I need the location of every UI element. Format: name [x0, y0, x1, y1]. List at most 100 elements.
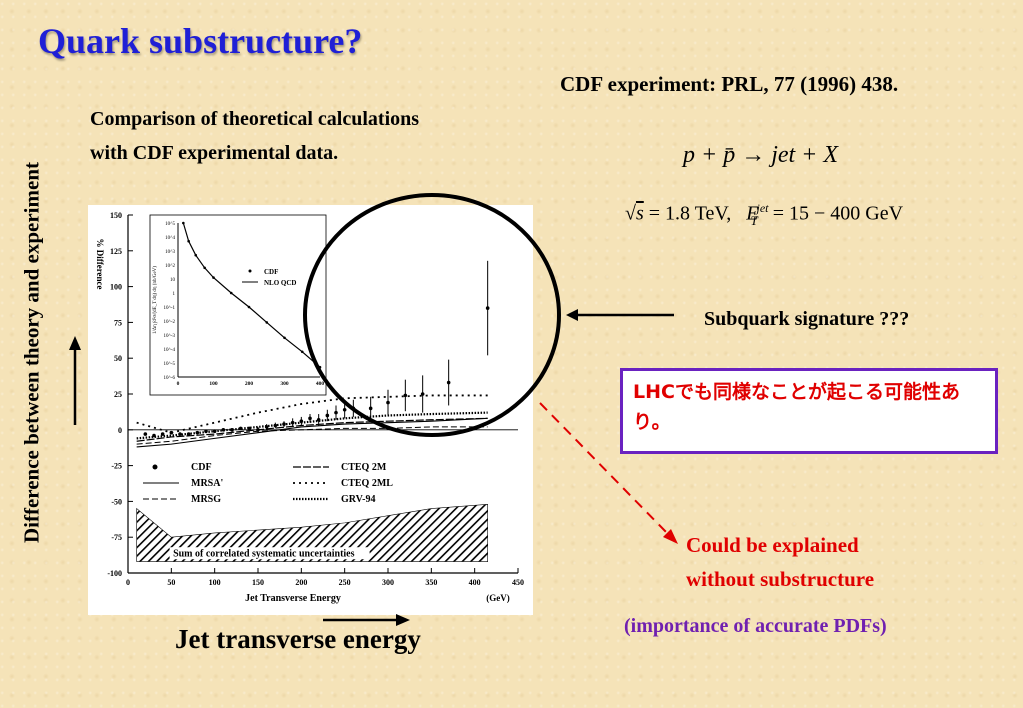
y-axis-label: % Difference [95, 238, 105, 289]
band-label: Sum of correlated systematic uncertainti… [173, 549, 355, 560]
inset-cdf-point [265, 321, 269, 324]
inset-y-tick: 10^3 [165, 250, 175, 255]
inset-x-tick: 300 [280, 381, 289, 387]
legend-label-4: CTEQ 2ML [341, 478, 393, 489]
x-axis-caption: Jet transverse energy [175, 624, 421, 654]
could-line-1: Could be explained [686, 533, 859, 557]
y-tick-label: 125 [110, 247, 122, 256]
y-tick-label: 75 [114, 318, 122, 327]
cdf-point [485, 306, 490, 310]
x-tick-label: 450 [512, 578, 524, 587]
inset-cdf-point [212, 276, 215, 279]
y-tick-label: 0 [118, 426, 122, 435]
pdf-importance-note: (importance of accurate PDFs) [624, 615, 887, 637]
legend-label-2: MRSG [191, 494, 221, 505]
energy-value: = 1.8 TeV, [648, 202, 732, 225]
x-tick-label: 250 [339, 578, 351, 587]
comparison-text: Comparison of theoretical calculations w… [90, 102, 419, 170]
et-range: = 15 − 400 GeV [772, 202, 904, 225]
inset-y-label: 1/Δη ∫d²σ/(dE_T dη) dη (nb/GeV) [152, 266, 158, 334]
y-tick-label: -50 [111, 497, 122, 506]
cdf-point [368, 406, 373, 411]
sqrt-s: s [635, 202, 644, 225]
inset-cdf-point [318, 365, 322, 369]
inset-y-tick: 10 [170, 278, 176, 283]
inset-cdf-point [247, 305, 251, 309]
legend-label-5: GRV-94 [341, 494, 375, 505]
cdf-point [143, 432, 148, 436]
cdf-point [264, 425, 269, 429]
x-tick-label: 300 [382, 578, 394, 587]
inset-y-tick: 10^4 [165, 236, 175, 241]
inset-x-tick: 100 [209, 381, 218, 387]
y-tick-label: 100 [110, 283, 122, 292]
y-axis-caption: Difference between theory and experiment [19, 162, 44, 544]
cdf-point [169, 430, 174, 435]
cdf-point [334, 410, 338, 415]
legend-label-1: MRSA' [191, 478, 223, 489]
reference-citation: CDF experiment: PRL, 77 (1996) 438. [560, 72, 899, 96]
legend-label-3: CTEQ 2M [341, 462, 387, 473]
cdf-point [446, 380, 451, 385]
legend-swatch-0 [152, 464, 158, 470]
x-tick-label: 100 [209, 578, 221, 587]
difference-chart: Sum of correlated systematic uncertainti… [88, 205, 533, 615]
cdf-point [386, 400, 390, 405]
could-be-explained: Could be explained without substructure [686, 528, 874, 596]
legend-label-0: CDF [191, 462, 212, 473]
inset-y-tick: 10^-6 [163, 376, 175, 381]
subquark-arrowhead [566, 309, 578, 321]
comparison-line-1: Comparison of theoretical calculations [90, 108, 420, 130]
y-tick-label: -100 [107, 569, 122, 578]
x-tick-label: 200 [295, 578, 307, 587]
y-tick-label: 50 [114, 354, 122, 363]
slide-title: Quark substructure? [38, 21, 363, 61]
cdf-point [160, 432, 165, 436]
cdf-point [195, 430, 200, 435]
inset-y-tick: 10^-3 [163, 334, 175, 339]
x-tick-label: 0 [126, 578, 130, 587]
reaction-equation: p + p̄ → jet + X [683, 142, 839, 168]
inset-frame [149, 214, 327, 396]
inset-legend-label-0: CDF [264, 268, 278, 276]
cdf-point [212, 429, 217, 434]
inset-cdf-point [229, 291, 233, 295]
cdf-point [403, 393, 408, 398]
inset-x-tick: 0 [177, 381, 180, 387]
sqrt-symbol: √ [625, 202, 636, 225]
y-tick-label: 150 [110, 211, 122, 220]
explain-arrowhead [663, 529, 678, 544]
inset-legend-label-1: NLO QCD [264, 279, 296, 287]
inset-cdf-point [194, 253, 198, 257]
x-unit-label: (GeV) [486, 593, 510, 603]
cdf-point [299, 419, 304, 424]
cdf-point [282, 422, 286, 426]
inset-x-tick: 400 [316, 381, 325, 387]
subquark-label: Subquark signature ??? [704, 308, 910, 330]
x-tick-label: 400 [469, 578, 481, 587]
inset-x-tick: 200 [245, 381, 254, 387]
energy-equation: √s = 1.8 TeV, EjetT = 15 − 400 GeV [625, 201, 903, 229]
cdf-point [238, 426, 243, 431]
theory-line-cteq-2ml [136, 394, 488, 434]
inset-y-tick: 10^-1 [163, 306, 175, 311]
cdf-point [256, 428, 260, 432]
inset-cdf-point [182, 221, 185, 225]
comparison-line-2: with CDF experimental data. [90, 142, 339, 164]
x-axis-label: Jet Transverse Energy [245, 593, 341, 604]
could-line-2: without substructure [686, 567, 875, 591]
cdf-point [290, 420, 295, 425]
cdf-point [316, 417, 321, 422]
y-tick-label: -75 [111, 533, 122, 542]
cdf-point [308, 416, 312, 421]
y-tick-label: 25 [114, 390, 122, 399]
inset-y-tick: 10^-5 [163, 362, 175, 367]
legend-background [133, 457, 393, 507]
inset-y-tick: 10^-2 [163, 320, 175, 325]
x-tick-label: 150 [252, 578, 264, 587]
x-tick-label: 350 [425, 578, 437, 587]
inset-cdf-point [203, 266, 206, 270]
et-sub: T [750, 212, 758, 228]
et-symbol: E [746, 202, 759, 225]
lhc-note-text: LHCでも同様なことが起こる可能性あり。 [633, 381, 960, 433]
